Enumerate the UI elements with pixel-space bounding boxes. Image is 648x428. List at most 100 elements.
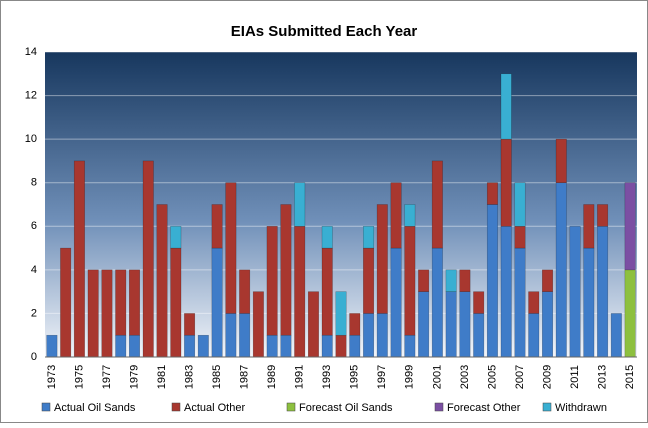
legend-swatch: [41, 402, 51, 412]
bar-segment: [307, 291, 319, 358]
bar-segment: [376, 313, 388, 358]
bar-segment: [486, 204, 498, 358]
bar-segment: [129, 334, 140, 358]
bar-segment: [555, 138, 567, 183]
bar-segment: [404, 204, 416, 227]
x-tick-label: 1987: [239, 365, 251, 389]
legend-swatch: [542, 402, 552, 412]
legend-swatch: [286, 402, 296, 412]
y-tick-label: 12: [25, 89, 37, 101]
bar-segment: [418, 291, 430, 358]
bar-segment: [115, 269, 127, 336]
bar-segment: [610, 313, 622, 358]
bar-segment: [418, 269, 430, 292]
y-tick-label: 0: [31, 351, 37, 363]
bar-segment: [363, 226, 375, 249]
bar-segment: [583, 204, 595, 249]
x-tick-label: 2003: [459, 365, 471, 389]
bar-segment: [569, 226, 581, 358]
bar-segment: [252, 291, 264, 358]
y-tick-label: 6: [31, 220, 37, 232]
legend-swatch: [171, 402, 181, 412]
bar-segment: [597, 226, 609, 358]
bar-segment: [514, 182, 526, 227]
x-tick-label: 2005: [486, 365, 498, 389]
bar-segment: [445, 291, 457, 358]
bar-segment: [473, 291, 485, 314]
bar-segment: [266, 226, 278, 336]
x-tick-label: 1975: [73, 365, 85, 389]
bar-segment: [225, 313, 237, 358]
bar-segment: [280, 334, 292, 358]
legend-label: Forecast Oil Sands: [299, 402, 393, 414]
y-tick-label: 10: [25, 133, 37, 145]
bar-segment: [266, 334, 278, 358]
x-tick-label: 1977: [101, 365, 113, 389]
x-tick-label: 2007: [514, 365, 526, 389]
bar-segment: [473, 313, 485, 358]
bar-segment: [431, 160, 443, 249]
bar-segment: [349, 313, 361, 336]
y-tick-label: 8: [31, 177, 37, 189]
bar-segment: [46, 334, 58, 358]
x-tick-label: 1995: [349, 365, 361, 389]
bar-segment: [239, 313, 251, 358]
bar-segment: [500, 73, 512, 140]
bar-segment: [156, 204, 168, 358]
x-tick-label: 2013: [596, 365, 608, 389]
bar-segment: [459, 291, 471, 358]
x-tick-label: 1985: [211, 365, 223, 389]
bar-segment: [197, 334, 209, 358]
bar-segment: [211, 204, 223, 249]
bar-segment: [73, 160, 85, 358]
bar-segment: [170, 247, 182, 358]
bar-segment: [486, 182, 498, 205]
bar-segment: [294, 182, 306, 227]
legend-label: Actual Oil Sands: [54, 402, 136, 414]
bar-segment: [184, 313, 196, 336]
bar-segment: [376, 204, 388, 314]
bar-segment: [115, 334, 127, 358]
bar-segment: [225, 182, 237, 314]
x-tick-label: 2015: [624, 365, 636, 389]
bar-segment: [445, 269, 457, 292]
bar-segment: [321, 334, 333, 358]
x-tick-label: 1993: [321, 365, 333, 389]
bar-segment: [500, 138, 512, 227]
bar-segment: [514, 226, 526, 249]
bar-segment: [60, 247, 72, 358]
bar-segment: [528, 313, 540, 358]
bar-segment: [555, 182, 567, 358]
x-tick-label: 2001: [431, 365, 443, 389]
bar-segment: [321, 226, 333, 249]
x-tick-label: 1983: [183, 365, 195, 389]
bar-segment: [294, 226, 306, 358]
bar-segment: [459, 269, 471, 292]
x-tick-label: 2011: [569, 365, 581, 389]
x-tick-label: 1973: [46, 365, 58, 389]
legend-label: Withdrawn: [555, 402, 607, 414]
bar-segment: [583, 247, 595, 358]
bar-segment: [597, 204, 609, 227]
bar-segment: [101, 269, 113, 358]
bar-segment: [129, 269, 140, 336]
bar-segment: [363, 313, 375, 358]
bar-segment: [142, 160, 154, 358]
bar-segment: [514, 247, 526, 358]
bar-segment: [624, 269, 636, 358]
x-tick-label: 1999: [404, 365, 416, 389]
x-tick-label: 1979: [128, 365, 140, 389]
chart-title: EIAs Submitted Each Year: [231, 23, 418, 40]
bar-segment: [431, 247, 443, 358]
bar-segment: [170, 226, 182, 249]
bar-segment: [184, 334, 196, 358]
x-tick-label: 2009: [541, 365, 553, 389]
bar-segment: [528, 291, 540, 314]
bar-segment: [87, 269, 99, 358]
x-tick-label: 1981: [156, 365, 168, 389]
x-tick-label: 1989: [266, 365, 278, 389]
bar-segment: [390, 247, 402, 358]
legend-label: Actual Other: [184, 402, 245, 414]
bar-segment: [321, 247, 333, 336]
